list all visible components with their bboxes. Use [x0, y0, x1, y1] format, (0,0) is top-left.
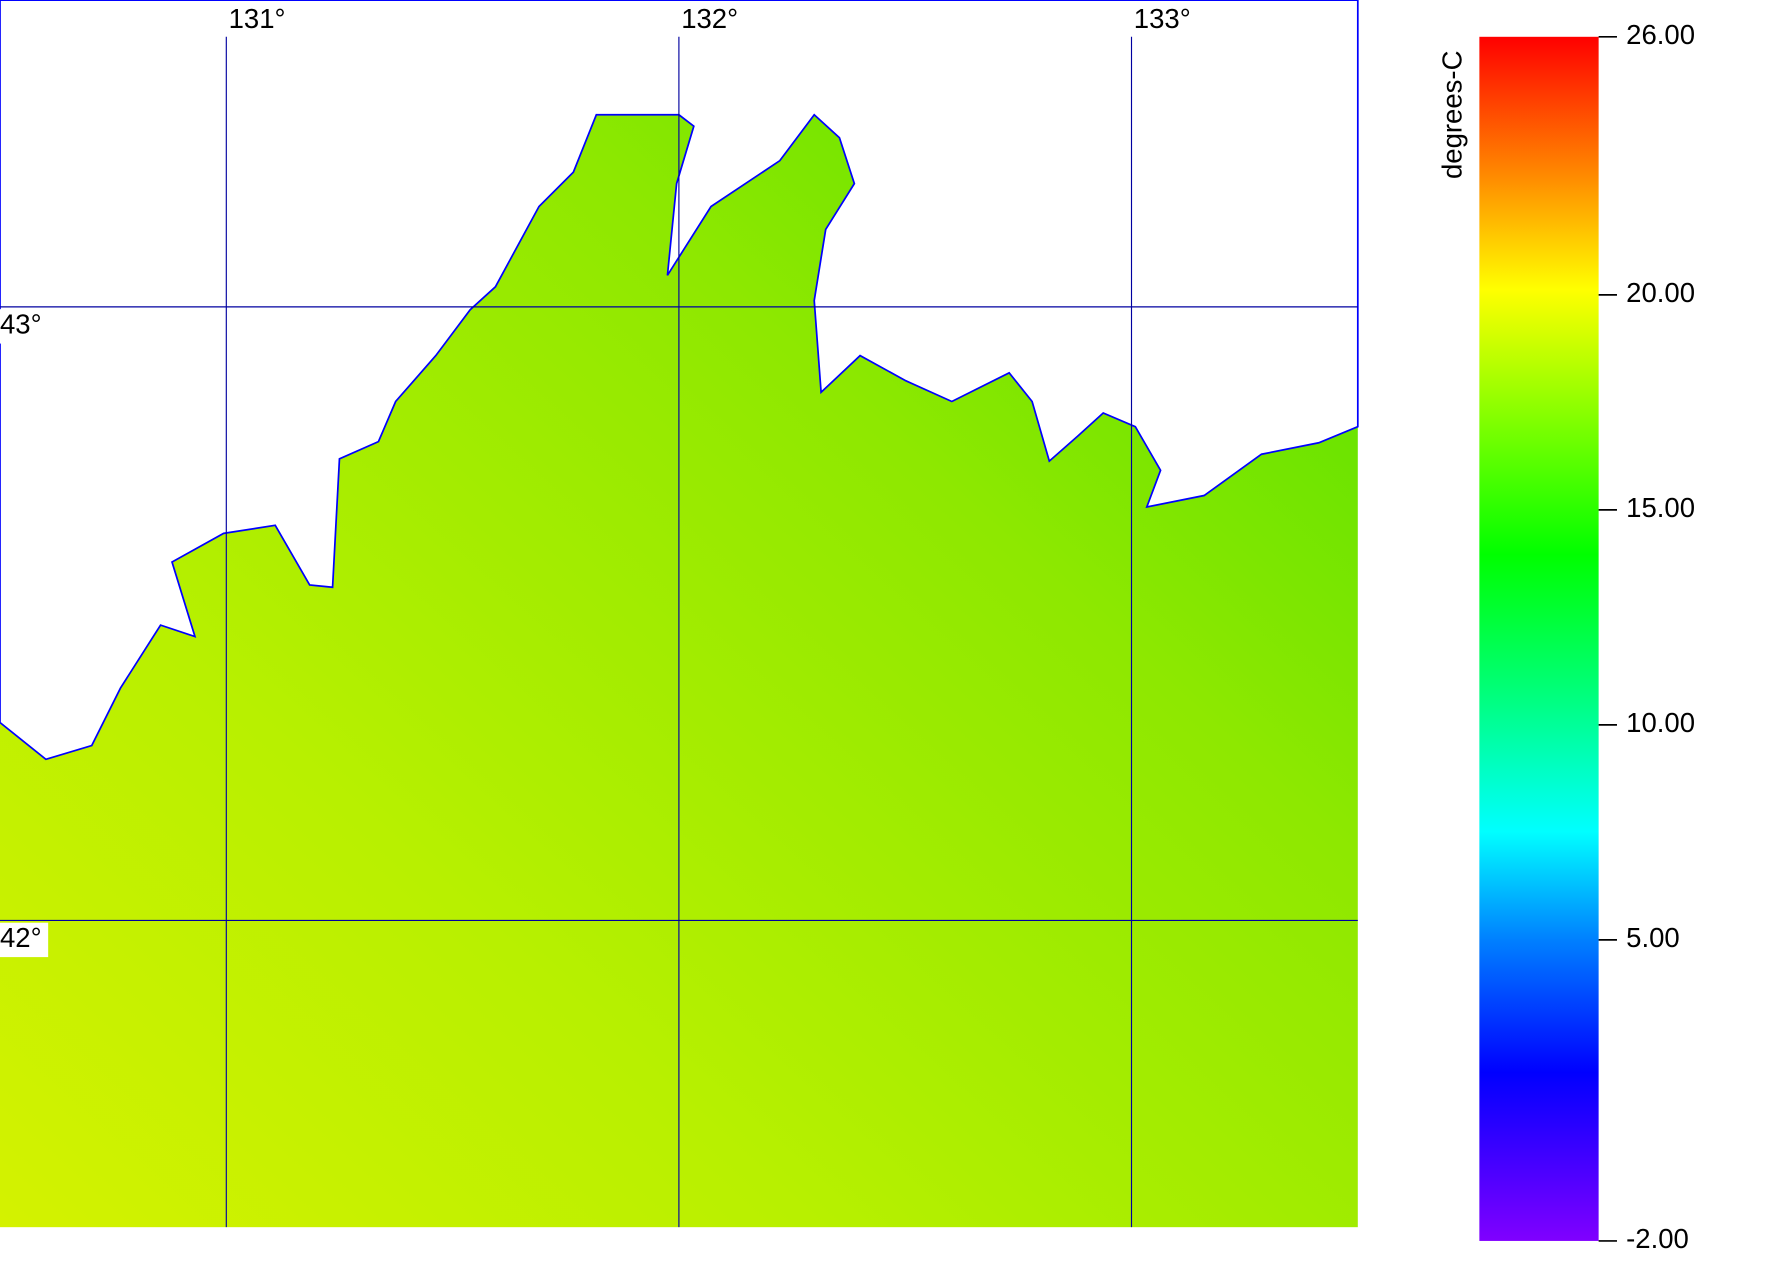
land	[0, 0, 1359, 761]
colorbar-label: degrees-C	[1436, 51, 1467, 179]
lat-label-bg	[0, 922, 49, 958]
lon-label: 131°	[229, 3, 286, 34]
lon-label: 133°	[1134, 3, 1191, 34]
colorbar-tick-label: 10.00	[1626, 707, 1695, 738]
colorbar	[1479, 36, 1599, 1241]
colorbar-tick-label: -2.00	[1626, 1223, 1689, 1254]
lat-label: 42°	[0, 922, 42, 953]
lat-label-bg	[0, 309, 49, 344]
colorbar-tick-label: 26.00	[1626, 19, 1695, 50]
lat-label: 43°	[0, 309, 42, 340]
colorbar-tick-label: 15.00	[1626, 492, 1695, 523]
colorbar-tick-label: 20.00	[1626, 277, 1695, 308]
colorbar-tick-label: 5.00	[1626, 922, 1680, 953]
lon-label: 132°	[681, 3, 738, 34]
